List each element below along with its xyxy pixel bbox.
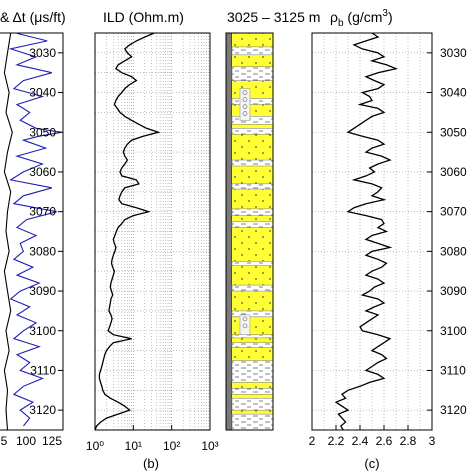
panel-c-caption: (c) bbox=[364, 456, 379, 471]
panel-c-x-axis: 2 2.2 2.4 2.6 2.8 3 bbox=[309, 425, 436, 448]
panel-a: & Δt (μs/ft) 3030 3040 3050 3060 3070 3080 309… bbox=[0, 9, 66, 448]
panel-a-ytick-label-3110: 3110 bbox=[30, 363, 56, 377]
lithology-side-bar bbox=[225, 32, 233, 431]
panel-c-xtick-label: 2.6 bbox=[376, 434, 393, 448]
panel-a-ytick-label-3120: 3120 bbox=[29, 403, 56, 417]
panel-b-frame bbox=[94, 32, 211, 431]
panel-b-plot-area bbox=[94, 32, 211, 431]
lithology-shale-texture bbox=[232, 360, 273, 383]
rho-subscript: b bbox=[338, 18, 344, 29]
panel-c: ρb (g/cm3) 30303040305030603070308030903… bbox=[309, 8, 467, 471]
lithology-shale-texture bbox=[232, 310, 273, 317]
panel-a-plot-area bbox=[0, 32, 64, 431]
panel-a-ytick-label-3090: 3090 bbox=[29, 284, 56, 298]
lithology-shale-texture bbox=[232, 261, 273, 266]
panel-a-ytick-label-3060: 3060 bbox=[29, 165, 56, 179]
panel-c-depth-axis: 3030 3040 3050 3060 3070 3080 3090 3100 3110 3120 bbox=[427, 46, 467, 417]
panel-c-xtick-label: 2 bbox=[309, 434, 316, 448]
panel-a-ytick-label-3070: 3070 bbox=[29, 205, 56, 219]
panel-c-ytick-label-3050: 3050 bbox=[440, 125, 467, 139]
panel-b-caption: (b) bbox=[143, 456, 159, 471]
panel-a-xtick-label-100: 100 bbox=[16, 434, 36, 448]
panel-b-xtick-label-100: 10² bbox=[163, 439, 180, 453]
lithology-shale-texture bbox=[232, 388, 273, 395]
lithology-shale-texture bbox=[232, 160, 273, 166]
lithology-column bbox=[225, 32, 274, 431]
lithology-shale-texture bbox=[232, 46, 273, 55]
panel-a-xtick-label-125: 125 bbox=[42, 434, 62, 448]
panel-c-xtick-label: 2.4 bbox=[352, 434, 369, 448]
lithology-shale-texture bbox=[232, 342, 273, 348]
panel-lithology: 3025 – 3125 m bbox=[225, 9, 320, 431]
panel-a-xtick-label-5: 5 bbox=[1, 434, 8, 448]
lithology-shale-texture bbox=[232, 183, 273, 190]
lithology-shale-texture bbox=[232, 128, 273, 135]
rho-symbol: ρ bbox=[330, 9, 338, 25]
panel-b-xtick-label-10: 10¹ bbox=[125, 439, 142, 453]
panel-a-depth-axis: 3030 3040 3050 3060 3070 3080 3090 3100 3110 3120 bbox=[29, 46, 63, 417]
panel-b-xtick-label-1000: 10³ bbox=[201, 439, 218, 453]
lithology-shale-texture bbox=[232, 221, 273, 228]
panel-c-xtick-label: 2.2 bbox=[328, 434, 345, 448]
rho-unit-a: (g/cm bbox=[344, 9, 383, 25]
panel-c-ytick-label-3030: 3030 bbox=[440, 46, 467, 60]
panel-a-frame bbox=[0, 32, 64, 431]
panel-c-plot-area bbox=[311, 32, 433, 431]
panel-c-ytick-label-3120: 3120 bbox=[440, 403, 467, 417]
panel-b: ILD (Ohm.m) 10⁰ 10¹ 10² 10³ (b) bbox=[86, 9, 219, 471]
panel-c-ytick-label-3110: 3110 bbox=[440, 363, 466, 377]
panel-c-xtick-label: 3 bbox=[429, 434, 436, 448]
lithology-silt-marker bbox=[242, 316, 248, 322]
panel-b-ild-curve bbox=[94, 32, 161, 431]
panel-a-x-axis: 5 100 125 bbox=[1, 434, 63, 448]
lithology-shale-texture bbox=[232, 334, 273, 338]
lithology-silt-marker bbox=[242, 111, 248, 116]
lithology-silt-marker bbox=[242, 97, 248, 102]
lithology-shale-texture bbox=[232, 66, 273, 81]
panel-a-series-1 bbox=[3, 32, 13, 431]
lithology-silt-marker bbox=[242, 90, 248, 95]
lithology-shale-texture bbox=[232, 208, 273, 216]
lithology-shale-texture bbox=[232, 98, 273, 105]
panel-c-ytick-label-3040: 3040 bbox=[440, 86, 467, 100]
panel-a-title: & Δt (μs/ft) bbox=[0, 9, 66, 25]
panel-c-density-curve bbox=[334, 32, 399, 431]
panel-a-ytick-label-3080: 3080 bbox=[29, 244, 56, 258]
lithology-shale-texture bbox=[232, 285, 273, 292]
panel-c-xtick-label: 2.8 bbox=[400, 434, 417, 448]
panel-b-x-axis: 10⁰ 10¹ 10² 10³ bbox=[86, 425, 219, 453]
panel-c-ytick-label-3060: 3060 bbox=[440, 165, 467, 179]
panel-a-ytick-label-3050: 3050 bbox=[29, 125, 56, 139]
lithology-shale-texture bbox=[232, 116, 273, 125]
lithology-silt-marker bbox=[242, 323, 248, 329]
rho-unit-b: ) bbox=[388, 9, 393, 25]
lithology-silt-lens bbox=[239, 314, 251, 335]
panel-c-ytick-label-3080: 3080 bbox=[440, 244, 467, 258]
lithology-title: 3025 – 3125 m bbox=[227, 9, 320, 25]
panel-c-ytick-label-3070: 3070 bbox=[440, 205, 467, 219]
panel-a-ytick-label-3040: 3040 bbox=[29, 86, 56, 100]
panel-a-ytick-label-3030: 3030 bbox=[29, 46, 56, 60]
lithology-shale-texture bbox=[232, 414, 273, 430]
lithology-shale-texture bbox=[232, 398, 273, 411]
rho-unit-sup: 3 bbox=[382, 8, 388, 19]
panel-a-ytick-label-3100: 3100 bbox=[29, 324, 56, 338]
lithology-frame bbox=[225, 32, 274, 431]
panel-a-series-0 bbox=[8, 32, 62, 427]
panel-b-title: ILD (Ohm.m) bbox=[103, 9, 184, 25]
panel-b-xtick-label-1: 10⁰ bbox=[86, 439, 104, 453]
panel-c-title: ρb (g/cm3) bbox=[330, 8, 393, 29]
panel-c-ytick-label-3090: 3090 bbox=[440, 284, 467, 298]
lithology-silt-marker bbox=[242, 104, 248, 109]
panel-c-ytick-label-3100: 3100 bbox=[440, 324, 467, 338]
